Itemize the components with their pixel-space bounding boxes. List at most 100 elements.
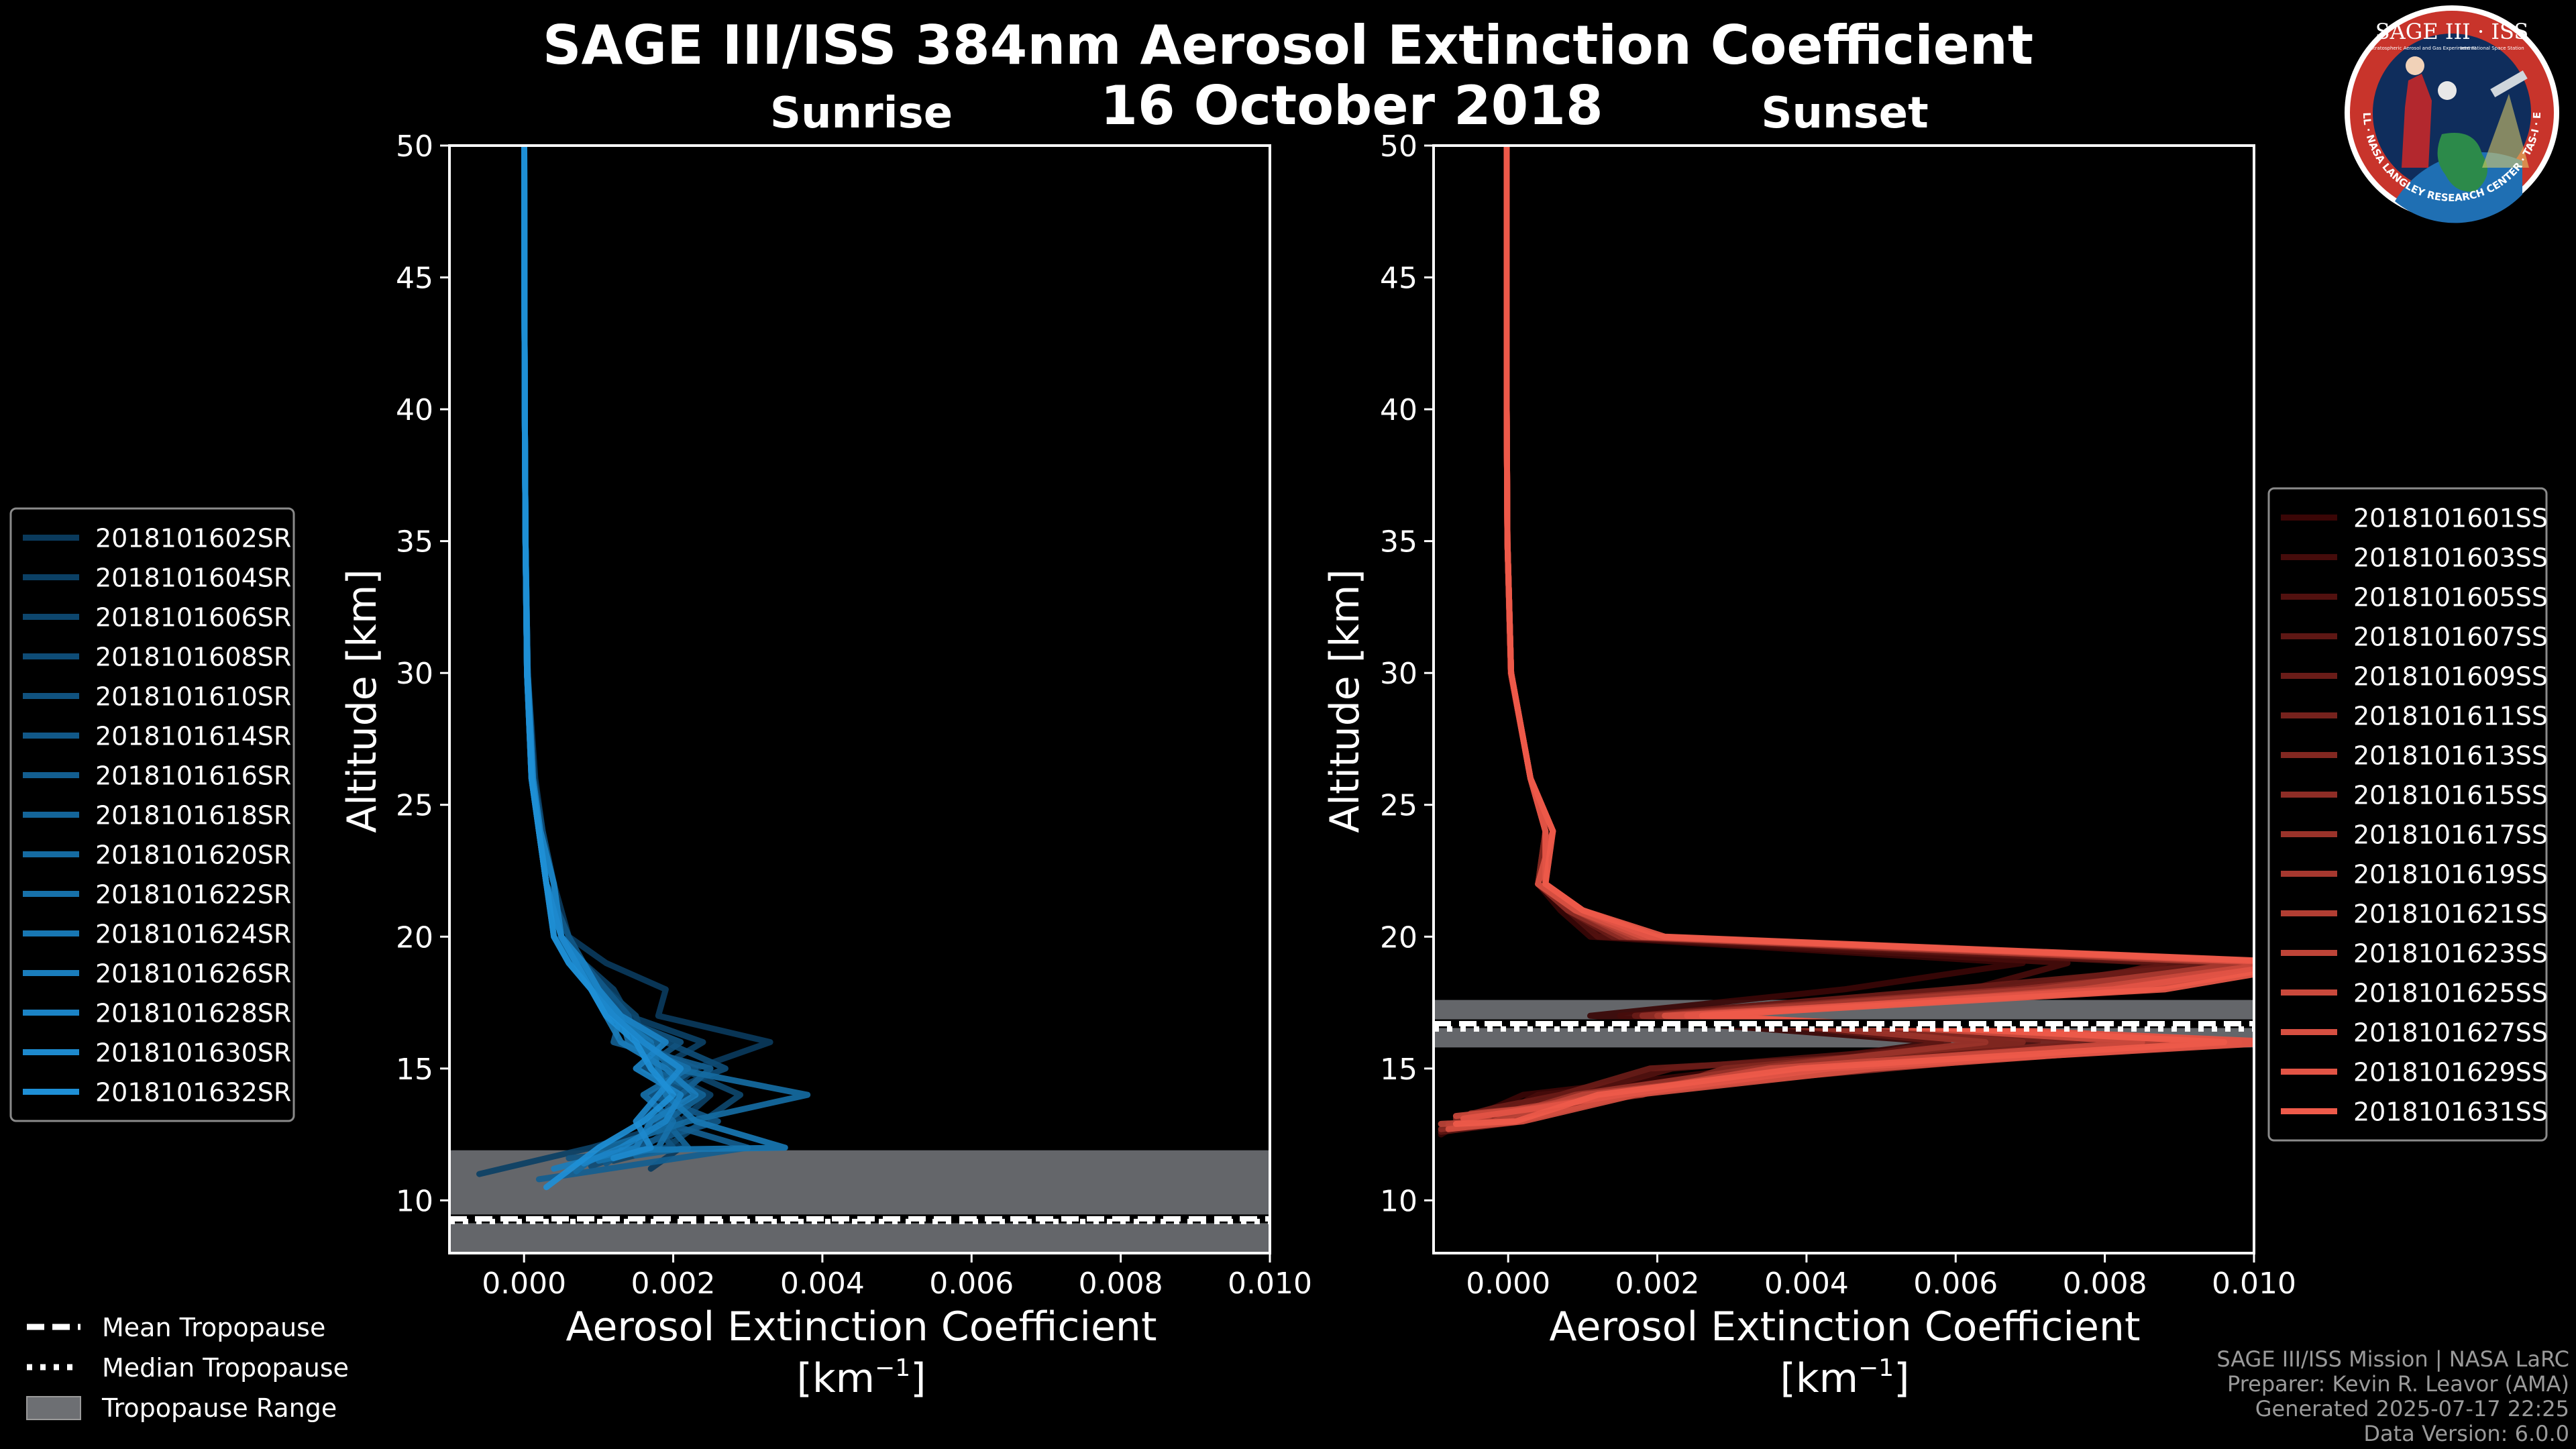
- sunrise-legend-label: 2018101622SR: [95, 880, 291, 910]
- sunrise-y-tick-label: 20: [396, 920, 433, 955]
- credit-data-version: Data Version: 6.0.0: [2363, 1421, 2569, 1446]
- logo-moon-icon: [2438, 81, 2457, 100]
- sunset-plot-frame: [1432, 144, 2255, 1254]
- sunrise-y-tick-label: 30: [396, 657, 433, 691]
- sunset-legend-label: 2018101609SS: [2353, 662, 2548, 692]
- logo-earth-continent-icon: [2437, 133, 2487, 192]
- sunset-series-line-2018101631SS: [1452, 146, 2254, 1127]
- logo-figure-icon: [2402, 74, 2432, 168]
- sunrise-legend-label: 2018101626SR: [95, 959, 291, 989]
- sunset-legend-label: 2018101623SS: [2353, 939, 2548, 969]
- sunrise-series-line-2018101632SR: [521, 146, 676, 1191]
- sunrise-x-tick-label: 0.008: [1079, 1267, 1163, 1301]
- median-tropopause-legend-label: Median Tropopause: [102, 1353, 349, 1383]
- sunset-x-tick-label: 0.008: [2063, 1267, 2147, 1301]
- main-title: SAGE III/ISS 384nm Aerosol Extinction Co…: [543, 14, 2033, 76]
- sunset-legend-label: 2018101611SS: [2353, 702, 2548, 731]
- sunrise-legend-label: 2018101610SR: [95, 682, 291, 712]
- sunset-legend-label: 2018101625SS: [2353, 979, 2548, 1008]
- sunrise-legend-label: 2018101606SR: [95, 603, 291, 633]
- logo-light-beam-icon: [2482, 94, 2529, 168]
- mean-tropopause-legend-label: Mean Tropopause: [102, 1313, 325, 1342]
- credit-generated: Generated 2025-07-17 22:25: [2255, 1396, 2569, 1421]
- credit-mission: SAGE III/ISS Mission | NASA LaRC: [2216, 1346, 2569, 1372]
- panel-title-sunset: Sunset: [1761, 89, 1928, 138]
- tropopause-legend: Mean Tropopause Median Tropopause Tropop…: [26, 1313, 349, 1423]
- sunset-y-tick-label: 30: [1380, 657, 1417, 691]
- credit-preparer: Preparer: Kevin R. Leavor (AMA): [2227, 1371, 2569, 1397]
- sunrise-x-tick-label: 0.006: [929, 1267, 1014, 1301]
- sunset-y-tick-label: 45: [1380, 262, 1417, 296]
- logo-iss-station-icon: [2490, 70, 2528, 98]
- sunrise-x-tick-label: 0.004: [780, 1267, 865, 1301]
- sunrise-x-tick-label: 0.002: [631, 1267, 716, 1301]
- logo-top-text: SAGE III · ISS: [2375, 19, 2528, 44]
- sunrise-legend-label: 2018101632SR: [95, 1078, 291, 1108]
- sunset-legend-label: 2018101627SS: [2353, 1018, 2548, 1048]
- main-subtitle-date: 16 October 2018: [1100, 74, 1603, 137]
- panel-title-sunrise: Sunrise: [770, 89, 953, 138]
- sunrise-legend-label: 2018101624SR: [95, 920, 291, 949]
- sunrise-legend-label: 2018101616SR: [95, 761, 291, 791]
- sunrise-legend-label: 2018101618SR: [95, 801, 291, 830]
- sunset-legend-label: 2018101631SS: [2353, 1097, 2548, 1127]
- sunset-legend-frame: [2267, 487, 2548, 1142]
- sunrise-y-axis-label: Altitude [km]: [339, 569, 386, 833]
- sunset-x-axis-label: Aerosol Extinction Coefficient: [1550, 1303, 2141, 1350]
- sunrise-y-tick-label: 50: [396, 129, 433, 164]
- sunset-legend-label: 2018101603SS: [2353, 543, 2548, 573]
- sunrise-legend-label: 2018101630SR: [95, 1038, 291, 1068]
- sunset-x-tick-label: 0.000: [1466, 1267, 1550, 1301]
- sunset-legend-label: 2018101607SS: [2353, 623, 2548, 652]
- sunset-legend-label: 2018101613SS: [2353, 741, 2548, 771]
- sunset-y-tick-label: 35: [1380, 525, 1417, 559]
- sunset-panel: 0.000 0.002 0.004 0.006 0.008 0.010 10 15 20 25 30…: [1380, 129, 2296, 1301]
- sunrise-plot-area: [449, 146, 1270, 1253]
- sunset-y-tick-label: 25: [1380, 789, 1417, 823]
- sunset-legend-label: 2018101619SS: [2353, 860, 2548, 890]
- sunrise-y-tick-label: 25: [396, 789, 433, 823]
- sunrise-y-tick-label: 10: [396, 1184, 433, 1218]
- sunrise-legend-label: 2018101628SR: [95, 999, 291, 1028]
- sunrise-x-tick-label: 0.010: [1228, 1267, 1312, 1301]
- sunrise-legend-label: 2018101614SR: [95, 722, 291, 751]
- logo-subtext-left: Stratospheric Aerosol and Gas Experiment…: [2370, 46, 2475, 51]
- sunset-y-tick-label: 20: [1380, 920, 1417, 955]
- sunset-y-tick-label: 10: [1380, 1184, 1417, 1218]
- sunrise-x-axis-unit: [km−1]: [796, 1354, 926, 1402]
- sunrise-legend-frame: [9, 507, 295, 1122]
- sunset-x-tick-label: 0.006: [1913, 1267, 1998, 1301]
- sunrise-x-axis-label: Aerosol Extinction Coefficient: [566, 1303, 1157, 1350]
- tropopause-range-legend-swatch: [26, 1396, 81, 1420]
- sunset-legend-label: 2018101621SS: [2353, 900, 2548, 929]
- sunset-y-tick-label: 15: [1380, 1053, 1417, 1087]
- sunset-legend-label: 2018101605SS: [2353, 583, 2548, 612]
- sunset-legend-label: 2018101629SS: [2353, 1058, 2548, 1087]
- sunrise-tropopause-range-band: [449, 1150, 1270, 1253]
- sunrise-y-tick-label: 45: [396, 262, 433, 296]
- sunrise-panel: 0.000 0.002 0.004 0.006 0.008 0.010 10 15 20 25 30…: [396, 129, 1312, 1301]
- sunrise-series-legend: 2018101602SR 2018101604SR 2018101606SR 2018…: [9, 507, 295, 1122]
- tropopause-range-legend-label: Tropopause Range: [101, 1393, 337, 1423]
- sunrise-y-tick-label: 40: [396, 393, 433, 427]
- sunset-y-tick-label: 50: [1380, 129, 1417, 164]
- sunrise-legend-label: 2018101602SR: [95, 524, 291, 553]
- logo-subtext-right: International Space Station: [2460, 46, 2524, 51]
- sunset-legend-label: 2018101601SS: [2353, 504, 2548, 533]
- sunset-plot-area: [1434, 146, 2254, 1138]
- sunrise-y-tick-label: 15: [396, 1053, 433, 1087]
- logo-figure-head-icon: [2406, 56, 2424, 75]
- sunset-y-axis-label: Altitude [km]: [1322, 569, 1368, 833]
- sunrise-plot-frame: [448, 144, 1271, 1254]
- sunrise-y-tick-label: 35: [396, 525, 433, 559]
- sunset-x-tick-label: 0.004: [1764, 1267, 1849, 1301]
- sunrise-legend-label: 2018101604SR: [95, 564, 291, 593]
- sunrise-x-tick-label: 0.000: [482, 1267, 566, 1301]
- sunset-legend-label: 2018101615SS: [2353, 781, 2548, 810]
- sunrise-legend-label: 2018101620SR: [95, 841, 291, 870]
- sunset-x-axis-unit: [km−1]: [1780, 1354, 1909, 1402]
- sunset-legend-label: 2018101617SS: [2353, 820, 2548, 850]
- sunset-y-tick-label: 40: [1380, 393, 1417, 427]
- sunset-series-legend: 2018101601SS 2018101603SS 2018101605SS 2018…: [2267, 487, 2548, 1142]
